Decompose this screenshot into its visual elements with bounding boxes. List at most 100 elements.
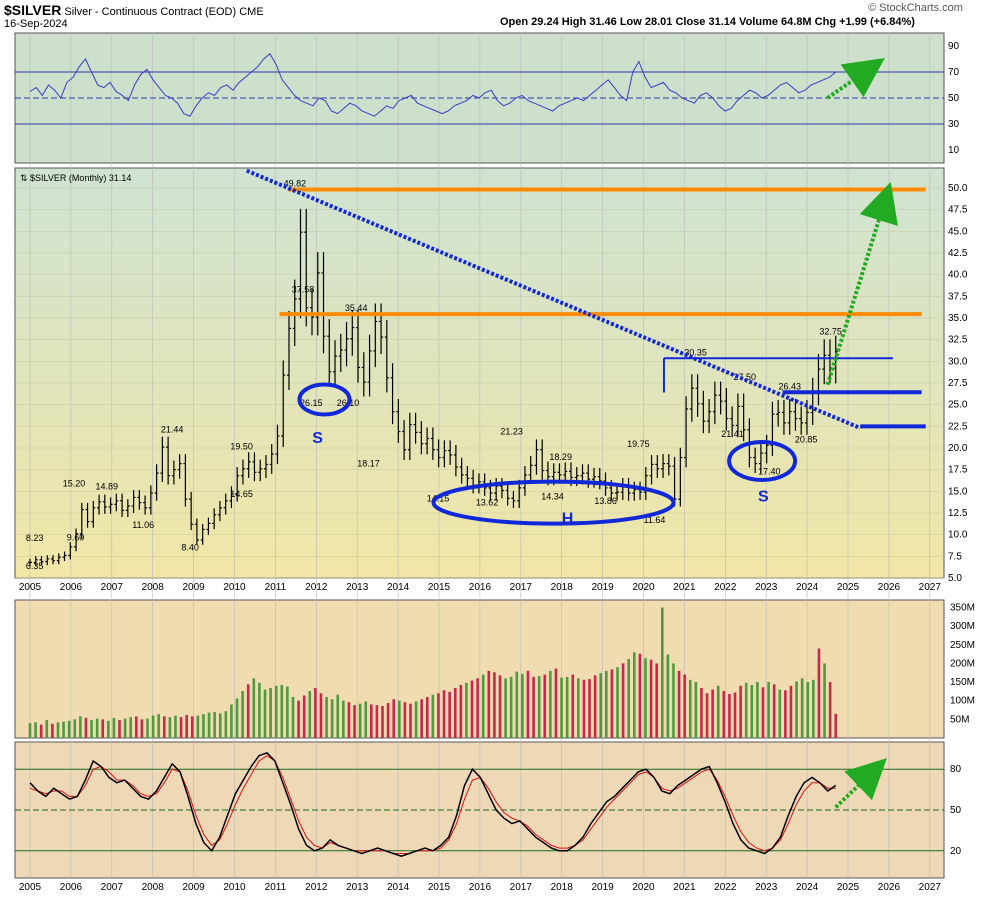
price-bar: [281, 360, 286, 447]
volume-bar: [442, 690, 446, 738]
x-tick-label-price: 2006: [60, 582, 83, 593]
price-bar: [108, 497, 113, 514]
price-bar: [661, 454, 666, 478]
price-bar: [137, 489, 142, 510]
price-bar: [286, 310, 291, 390]
volume-bar: [784, 690, 787, 738]
price-bar: [632, 481, 637, 501]
x-tick-label-bottom: 2025: [837, 882, 860, 893]
volume-bar: [263, 689, 267, 738]
volume-bar: [151, 715, 155, 738]
x-tick-label-price: 2010: [223, 582, 246, 593]
x-tick-label-bottom: 2026: [878, 882, 901, 893]
price-bar: [655, 455, 660, 478]
price-bar: [384, 320, 389, 393]
price-bar: [125, 499, 130, 518]
x-tick-label-price: 2026: [878, 582, 901, 593]
x-tick-label-bottom: 2011: [265, 882, 287, 893]
price-bar: [223, 493, 228, 515]
price-bar: [505, 482, 510, 506]
price-bar: [534, 439, 539, 475]
price-bar: [263, 455, 268, 478]
volume-bar: [101, 719, 105, 738]
price-bar: [28, 558, 32, 566]
volume-bar: [677, 670, 681, 738]
volume-bar: [627, 658, 631, 738]
price-bar: [517, 479, 522, 509]
volume-bar: [476, 678, 479, 738]
x-tick-label-price: 2017: [510, 582, 533, 593]
price-bar: [448, 440, 453, 465]
stockcharts-watermark: © StockCharts.com: [868, 2, 963, 14]
price-annotation: 37.58: [292, 285, 315, 295]
volume-bar: [498, 675, 502, 738]
volume-bar: [280, 685, 284, 738]
volume-bar: [683, 674, 686, 738]
symbol-description: Silver - Continuous Contract (EOD): [64, 6, 237, 18]
price-bar: [425, 427, 430, 455]
price-bar: [494, 478, 499, 501]
volume-panel: [14, 599, 945, 739]
x-tick-label-bottom: 2017: [510, 882, 533, 893]
volume-bar: [135, 716, 138, 738]
price-annotation: 21.23: [500, 426, 523, 436]
price-annotation: 21.41: [721, 429, 744, 439]
price-bar: [79, 502, 84, 540]
volume-bar: [162, 716, 166, 738]
price-annotation: 32.75: [819, 327, 842, 337]
volume-bar: [722, 691, 726, 738]
price-annotation: 18.29: [549, 452, 572, 462]
x-tick-label-bottom: 2013: [346, 882, 369, 893]
volume-bar: [213, 711, 216, 738]
volume-bar: [207, 712, 211, 738]
x-tick-label-price: 2025: [837, 582, 860, 593]
exchange-label: CME: [239, 6, 264, 18]
ohlc-readout: Open 29.24 High 31.46 Low 28.01 Close 31…: [500, 16, 915, 28]
price-bar: [695, 374, 700, 417]
x-tick-label-price: 2021: [673, 582, 696, 593]
volume-bar: [800, 678, 804, 738]
volume-bar: [157, 714, 160, 738]
price-bar: [160, 436, 165, 483]
x-tick-label-price: 2016: [469, 582, 492, 593]
price-bar: [712, 381, 717, 425]
price-bar: [822, 339, 827, 385]
volume-bar: [140, 719, 144, 738]
price-bar: [758, 443, 763, 474]
price-bar: [379, 303, 384, 355]
volume-bar: [459, 685, 463, 738]
price-bar: [298, 208, 303, 319]
volume-bar: [286, 686, 289, 738]
x-tick-label-price: 2022: [714, 582, 737, 593]
price-bar: [436, 439, 441, 468]
price-bar: [367, 334, 372, 397]
stochastic-arrow: [834, 758, 887, 809]
volume-bar: [347, 702, 351, 738]
volume-bar: [107, 720, 110, 738]
price-bar: [114, 493, 119, 512]
volume-bar: [700, 688, 703, 738]
volume-bar: [168, 717, 172, 738]
price-tick-label: 20.0: [948, 443, 968, 454]
x-tick-label-bottom: 2009: [182, 882, 205, 893]
price-bar: [39, 556, 44, 566]
price-bar: [62, 551, 67, 562]
volume-bar: [705, 693, 709, 738]
price-bar: [787, 399, 792, 435]
volume-bar: [806, 682, 810, 738]
volume-bar: [577, 678, 580, 738]
volume-bar: [767, 682, 770, 738]
x-tick-label-price: 2027: [919, 582, 942, 593]
price-annotation: 19.75: [627, 439, 650, 449]
x-tick-label-bottom: 2007: [101, 882, 124, 893]
price-bar: [390, 363, 395, 425]
x-tick-label-price: 2005: [19, 582, 42, 593]
price-bar: [333, 340, 338, 387]
downtrend-line: [245, 168, 862, 430]
price-bar: [741, 393, 746, 442]
price-bar: [120, 493, 125, 518]
volume-bar: [129, 717, 133, 738]
volume-bar: [246, 684, 250, 738]
rsi-tick-label: 70: [948, 67, 960, 78]
price-tick-label: 27.5: [948, 378, 968, 389]
